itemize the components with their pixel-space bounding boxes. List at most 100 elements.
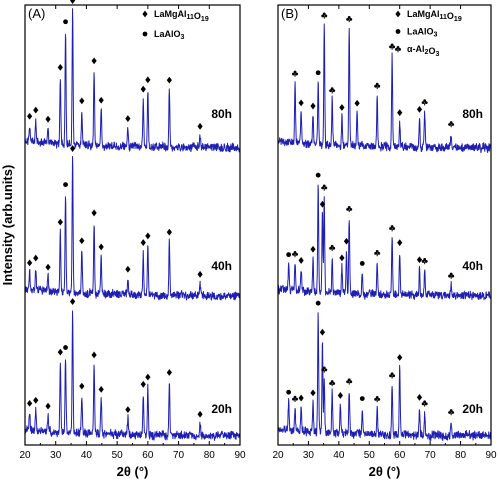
- trace-20h: [24, 310, 241, 441]
- peak-marker: [310, 389, 316, 397]
- trace-label: 80h: [211, 107, 232, 121]
- peak-marker: [343, 237, 350, 245]
- peak-marker: [321, 184, 328, 191]
- peak-marker: [339, 254, 345, 262]
- trace-label: 40h: [211, 259, 232, 273]
- series-80h: 80h: [24, 0, 241, 153]
- peak-marker: [416, 105, 423, 113]
- peak-marker: [421, 400, 428, 407]
- peak-marker: [98, 96, 104, 104]
- peak-marker: [140, 239, 146, 246]
- legend-entry: LaMgAl11O19: [154, 9, 209, 23]
- series-40h: 40h: [277, 172, 492, 301]
- peak-marker: [292, 250, 299, 258]
- peak-marker: [354, 99, 360, 107]
- peak-marker: [359, 396, 365, 402]
- panel-b: 80h 40h 20h 20 30 40 50 60 70 80 90 2θ (°) (B) LaMgAl…: [272, 4, 497, 479]
- peak-marker: [337, 392, 343, 399]
- x-tick-label: 90: [485, 450, 497, 461]
- peak-marker: [321, 366, 328, 373]
- peak-marker: [70, 298, 76, 305]
- legend-marker: [142, 10, 148, 18]
- legend-marker: [395, 10, 401, 18]
- peak-marker: [321, 12, 328, 19]
- trace-40h: [277, 184, 492, 301]
- peak-marker: [45, 402, 51, 410]
- peak-marker: [63, 182, 68, 188]
- legend-entry: LaAlO3: [154, 29, 185, 41]
- panel-a: 80h 40h 20h 20 30 40 50 60 70 80 90 2θ (°) (A) LaMgAl…: [19, 0, 246, 479]
- peak-marker: [286, 252, 292, 258]
- trace-40h: [24, 155, 241, 301]
- legend-entry: LaAlO3: [407, 27, 438, 39]
- peak-marker: [140, 380, 146, 388]
- peak-marker: [397, 239, 403, 247]
- peak-marker: [346, 15, 353, 23]
- peak-marker: [57, 63, 63, 71]
- peak-marker: [125, 265, 131, 273]
- plot-frame: [277, 4, 492, 446]
- peak-marker: [448, 121, 455, 128]
- peak-marker: [145, 76, 151, 84]
- y-axis-title: Intensity (arb.units): [0, 165, 15, 286]
- series-80h: 80h: [277, 12, 492, 154]
- peak-marker: [339, 104, 345, 111]
- x-tick-label: 80: [455, 450, 467, 461]
- peak-marker: [79, 382, 85, 390]
- legend: LaMgAl11O19 LaAlO3 α-Al2O3: [395, 9, 462, 58]
- peak-marker: [33, 106, 39, 114]
- peak-marker: [359, 261, 365, 266]
- peak-marker: [70, 145, 76, 152]
- legend-marker: [395, 46, 401, 53]
- peak-marker: [33, 254, 39, 262]
- peak-marker: [57, 348, 63, 356]
- peak-marker: [91, 351, 97, 359]
- trace-20h: [277, 312, 492, 442]
- trace-label: 80h: [462, 107, 483, 121]
- peak-marker: [57, 218, 63, 226]
- peak-marker: [166, 228, 172, 236]
- peak-marker: [329, 380, 336, 387]
- peak-marker: [315, 172, 321, 178]
- peak-marker: [98, 385, 104, 393]
- peak-marker: [27, 112, 33, 120]
- x-tick-label: 50: [364, 450, 376, 461]
- series-20h: 20h: [277, 300, 492, 442]
- peak-marker: [421, 258, 428, 265]
- panel-tag: (B): [281, 6, 298, 21]
- peak-marker: [448, 272, 455, 279]
- peak-marker: [45, 263, 51, 271]
- peak-marker: [329, 87, 336, 94]
- trace-label: 40h: [462, 259, 483, 273]
- peak-marker: [79, 97, 85, 105]
- peak-marker: [45, 115, 51, 123]
- peak-marker: [416, 393, 423, 401]
- peak-marker: [298, 394, 304, 402]
- peak-marker: [98, 243, 104, 251]
- peak-marker: [63, 345, 68, 350]
- plot-frame: [24, 4, 241, 446]
- x-tick-label: 60: [142, 450, 154, 461]
- legend-entry: α-Al2O3: [407, 44, 439, 58]
- trace-label: 20h: [462, 402, 483, 416]
- peak-marker: [315, 300, 321, 306]
- legend-entry: LaMgAl11O19: [407, 9, 462, 23]
- peak-marker: [346, 205, 353, 213]
- x-tick-label: 90: [234, 450, 246, 461]
- x-axis-title: 2θ (°): [117, 464, 149, 479]
- legend: LaMgAl11O19 LaAlO3: [142, 9, 209, 41]
- panel-tag: (A): [28, 6, 45, 21]
- peak-marker: [292, 70, 299, 77]
- x-tick-label: 40: [333, 450, 345, 461]
- peak-marker: [140, 85, 146, 93]
- trace-80h: [277, 23, 492, 154]
- peak-marker: [310, 102, 316, 110]
- legend-marker: [142, 31, 148, 37]
- peak-marker: [319, 200, 326, 208]
- peak-marker: [389, 225, 396, 232]
- peak-marker: [63, 19, 68, 25]
- peak-marker: [197, 122, 203, 130]
- x-tick-label: 20: [272, 450, 284, 461]
- peak-marker: [346, 378, 353, 385]
